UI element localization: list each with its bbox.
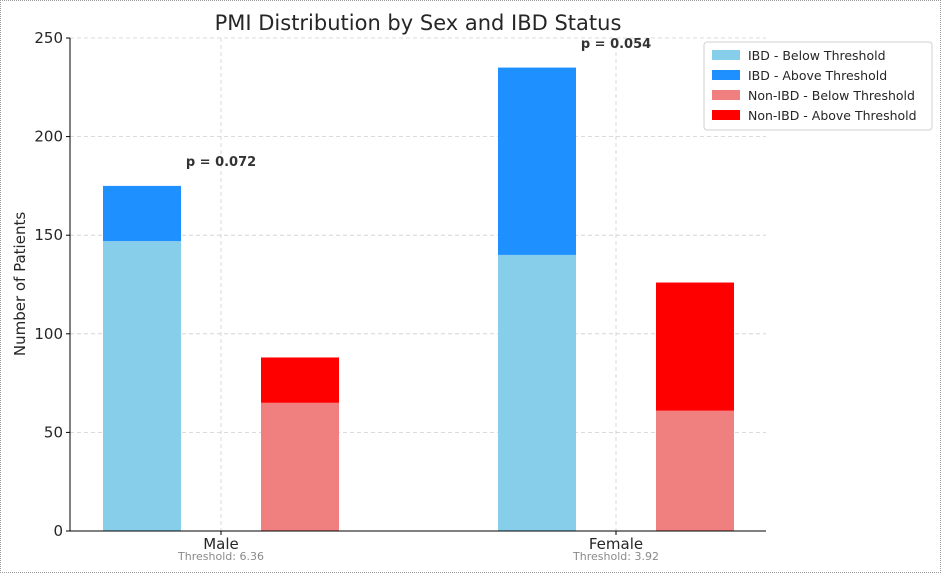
legend-swatch xyxy=(712,70,740,80)
threshold-label-female: Threshold: 3.92 xyxy=(572,550,659,563)
p-value-female: p = 0.054 xyxy=(581,37,651,52)
bar-ibd-below-threshold-male xyxy=(103,241,181,531)
legend-box xyxy=(703,41,933,131)
legend-label: Non-IBD - Above Threshold xyxy=(748,108,917,123)
bar-ibd-above-threshold-male xyxy=(103,185,181,242)
legend: IBD - Below Threshold IBD - Above Thresho… xyxy=(703,41,933,131)
y-tick-label: 150 xyxy=(34,226,63,244)
legend-swatch xyxy=(712,110,740,120)
grid-lines xyxy=(70,37,766,531)
p-value-annotations: p = 0.072 p = 0.054 xyxy=(186,37,651,170)
y-tick-label: 50 xyxy=(44,423,63,441)
y-axis-label: Number of Patients xyxy=(11,212,29,356)
legend-label: IBD - Above Threshold xyxy=(748,68,887,83)
bar-non-ibd-below-threshold-female xyxy=(656,410,734,531)
y-tick-label: 0 xyxy=(53,522,63,540)
bars xyxy=(103,67,734,532)
legend-label: Non-IBD - Below Threshold xyxy=(748,88,915,103)
legend-swatch xyxy=(712,50,740,60)
bar-ibd-below-threshold-female xyxy=(498,254,576,532)
bar-non-ibd-above-threshold-female xyxy=(656,282,734,411)
legend-swatch xyxy=(712,90,740,100)
legend-label: IBD - Below Threshold xyxy=(748,48,886,63)
p-value-male: p = 0.072 xyxy=(186,155,256,170)
y-tick-label: 100 xyxy=(34,325,63,343)
bar-ibd-above-threshold-female xyxy=(498,67,576,255)
y-tick-label: 200 xyxy=(34,128,63,146)
chart-title: PMI Distribution by Sex and IBD Status xyxy=(215,11,622,35)
threshold-label-male: Threshold: 6.36 xyxy=(177,550,264,563)
axes xyxy=(66,37,766,535)
x-tick-label-female: Female xyxy=(589,535,643,553)
x-tick-label-male: Male xyxy=(203,535,239,553)
bar-non-ibd-below-threshold-male xyxy=(261,402,339,531)
y-tick-labels: 0 50 100 150 200 250 xyxy=(34,29,63,540)
bar-non-ibd-above-threshold-male xyxy=(261,357,339,403)
y-tick-label: 250 xyxy=(34,29,63,47)
